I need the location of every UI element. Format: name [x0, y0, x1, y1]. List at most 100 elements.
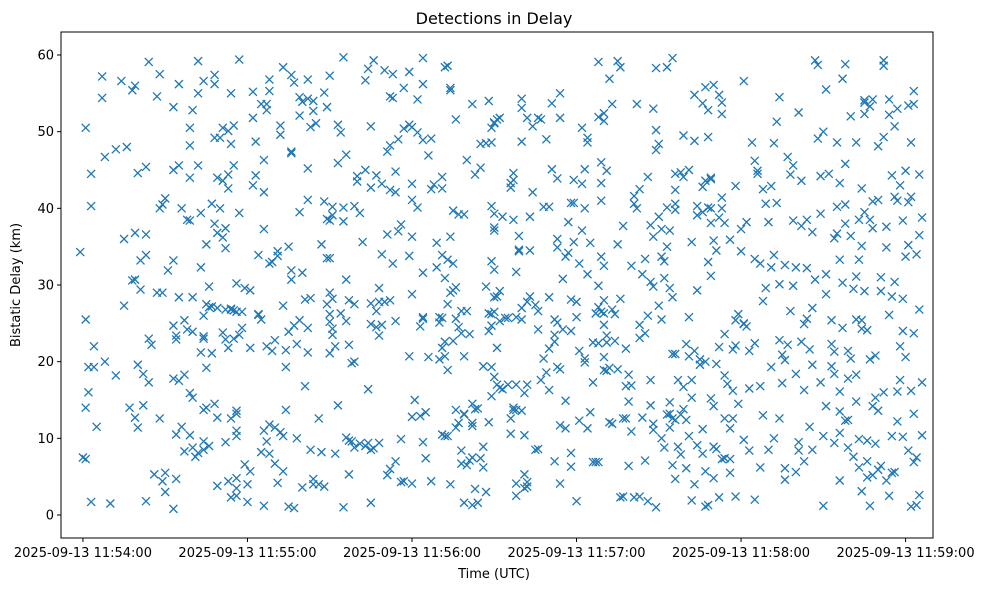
data-point	[854, 434, 864, 444]
data-point	[212, 481, 222, 491]
data-point	[791, 262, 801, 272]
data-point	[92, 422, 102, 432]
data-point	[462, 155, 472, 165]
data-point	[618, 492, 628, 502]
data-point	[270, 335, 280, 345]
data-point	[846, 231, 856, 241]
data-point	[508, 168, 518, 178]
data-point	[670, 474, 680, 484]
data-point	[226, 492, 236, 502]
data-point	[903, 101, 913, 111]
data-point	[706, 218, 716, 228]
data-point	[829, 233, 839, 243]
data-point	[489, 223, 499, 232]
data-point	[840, 159, 850, 169]
data-point	[843, 374, 853, 383]
data-point	[769, 433, 779, 443]
data-point	[665, 423, 675, 433]
data-point	[796, 176, 806, 186]
data-point	[119, 301, 129, 311]
data-point	[407, 289, 417, 299]
data-point	[391, 456, 401, 466]
data-point	[879, 387, 889, 397]
data-point	[308, 96, 318, 106]
data-point	[747, 137, 757, 147]
data-point	[470, 170, 480, 180]
data-point	[583, 133, 592, 143]
data-point	[100, 357, 110, 367]
data-point	[355, 208, 365, 218]
data-point	[599, 261, 609, 271]
data-point	[264, 449, 274, 459]
data-point	[445, 232, 455, 242]
data-point	[566, 295, 576, 305]
data-point	[440, 62, 450, 72]
data-point	[297, 97, 307, 107]
data-point	[407, 412, 417, 422]
data-point	[207, 302, 217, 311]
data-point	[467, 421, 477, 431]
data-point	[251, 170, 261, 180]
data-point	[725, 454, 735, 464]
data-point	[849, 452, 858, 462]
data-point	[764, 445, 773, 455]
data-point	[835, 178, 845, 188]
data-point	[303, 164, 313, 173]
data-point	[256, 315, 266, 324]
data-point	[511, 491, 521, 501]
data-point	[651, 125, 661, 135]
data-point	[838, 278, 847, 288]
data-point	[725, 235, 735, 245]
data-point	[657, 433, 666, 443]
data-point	[253, 310, 263, 320]
data-point	[374, 331, 384, 341]
data-point	[81, 315, 91, 324]
data-point	[462, 460, 472, 470]
data-point	[722, 379, 732, 389]
data-point	[698, 182, 708, 192]
data-point	[391, 167, 401, 176]
data-point	[618, 413, 628, 423]
data-point	[86, 497, 96, 507]
data-point	[703, 203, 713, 213]
data-point	[596, 157, 606, 167]
data-point	[133, 168, 143, 178]
data-point	[668, 292, 677, 302]
data-point	[492, 343, 502, 353]
data-point	[421, 453, 431, 463]
data-point	[506, 413, 516, 423]
data-point	[583, 137, 592, 147]
data-point	[742, 217, 751, 227]
data-point	[168, 504, 178, 514]
data-point	[133, 423, 143, 433]
data-point	[695, 360, 705, 370]
data-point	[851, 137, 861, 147]
data-point	[607, 305, 617, 314]
data-point	[467, 99, 477, 109]
data-point	[448, 259, 458, 268]
data-point	[640, 328, 650, 338]
data-point	[662, 410, 672, 420]
data-point	[459, 351, 469, 361]
data-point	[388, 93, 398, 103]
data-point	[772, 198, 782, 208]
data-point	[818, 127, 828, 137]
data-point	[481, 282, 491, 291]
data-point	[689, 90, 699, 100]
data-point	[725, 423, 735, 433]
data-point	[706, 203, 716, 213]
data-point	[610, 336, 620, 346]
data-point	[583, 423, 592, 433]
data-point	[821, 289, 831, 299]
data-point	[221, 243, 230, 253]
data-point	[794, 108, 804, 117]
data-point	[177, 422, 187, 432]
data-point	[909, 328, 919, 338]
data-point	[742, 321, 751, 331]
data-point	[81, 403, 91, 413]
data-point	[865, 354, 875, 364]
data-point	[709, 401, 719, 411]
data-point	[533, 306, 543, 316]
data-point	[753, 169, 762, 179]
data-point	[229, 121, 239, 130]
